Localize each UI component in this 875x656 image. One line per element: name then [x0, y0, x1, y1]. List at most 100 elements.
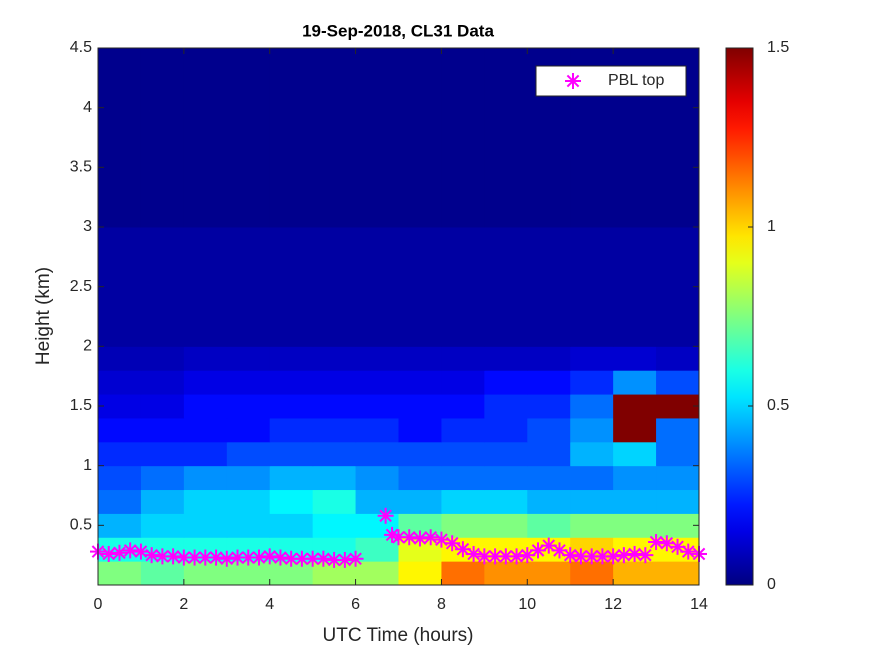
scatter-point: [648, 534, 665, 551]
scatter-point: [637, 547, 654, 564]
heatmap-cell: [98, 561, 142, 585]
scatter-point: [565, 73, 581, 89]
heatmap-cell: [656, 346, 699, 371]
heatmap-cell: [140, 513, 185, 538]
y-tick-label: 0.5: [70, 517, 92, 534]
heatmap-cell: [312, 513, 357, 538]
heatmap-cell: [269, 227, 314, 347]
heatmap-cell: [613, 370, 657, 395]
heatmap-cell: [484, 513, 528, 538]
scatter-point: [562, 547, 579, 564]
axes: 0 2 4 6 8 10 12 14 0.5 1 1.5 2 2.5 3 3.5 4 4.5 0 0.5 1 1.5 PB…: [70, 39, 790, 613]
heatmap-cell: [484, 417, 528, 443]
colorbar-tick-label: 0: [767, 576, 776, 593]
heatmap-cell: [183, 513, 228, 538]
scatter-point: [218, 550, 235, 567]
heatmap-cell: [441, 227, 485, 347]
y-tick-label: 3.5: [70, 159, 92, 176]
heatmap-cell: [226, 417, 271, 443]
heatmap-cell: [269, 561, 314, 585]
scatter-point: [154, 548, 171, 565]
heatmap-cell: [570, 370, 614, 395]
heatmap-cell: [570, 417, 614, 443]
scatter-point: [111, 544, 128, 561]
heatmap-cell: [398, 48, 442, 228]
heatmap-cell: [355, 227, 399, 347]
heatmap-cell: [398, 561, 442, 585]
scatter-point: [261, 548, 278, 565]
heatmap-cell: [355, 489, 399, 514]
x-tick-label: 6: [351, 596, 360, 613]
heatmap-cell: [656, 441, 699, 467]
heatmap-cell: [398, 394, 442, 419]
heatmap-cell: [355, 465, 399, 491]
heatmap-cell: [226, 489, 271, 514]
scatter-point: [208, 549, 225, 566]
x-tick-label: 4: [265, 596, 274, 613]
colorbar-tick-label: 1.5: [767, 39, 789, 56]
y-tick-label: 4: [83, 99, 92, 116]
heatmap-cell: [527, 489, 571, 514]
scatter-point: [143, 547, 160, 564]
heatmap-cell: [140, 394, 185, 419]
colorbar-tick-label: 1: [767, 218, 776, 235]
heatmap-cell: [269, 48, 314, 228]
heatmap-cell: [527, 346, 571, 371]
heatmap-cell: [570, 227, 614, 347]
scatter-point: [100, 545, 117, 562]
heatmap-cell: [312, 48, 357, 228]
heatmap-cell: [312, 346, 357, 371]
heatmap: [98, 48, 699, 585]
heatmap-cell: [613, 513, 657, 538]
heatmap-cell: [527, 441, 571, 467]
legend: PBL top: [535, 65, 687, 97]
heatmap-cell: [656, 513, 699, 538]
heatmap-cell: [269, 489, 314, 514]
scatter-point: [658, 535, 675, 552]
heatmap-cell: [484, 441, 528, 467]
y-tick-label: 2: [83, 338, 92, 355]
heatmap-cell: [527, 465, 571, 491]
heatmap-cell: [613, 441, 657, 467]
y-tick-label: 3: [83, 218, 92, 235]
heatmap-cell: [312, 441, 357, 467]
y-tick-label: 4.5: [70, 39, 92, 56]
scatter-point: [377, 507, 394, 524]
heatmap-cell: [656, 370, 699, 395]
heatmap-cell: [613, 465, 657, 491]
heatmap-cell: [613, 417, 657, 443]
heatmap-cell: [570, 394, 614, 419]
heatmap-cell: [441, 513, 485, 538]
heatmap-cell: [527, 227, 571, 347]
heatmap-cell: [613, 489, 657, 514]
heatmap-cell: [613, 346, 657, 371]
heatmap-cell: [484, 465, 528, 491]
x-tick-label: 8: [437, 596, 446, 613]
heatmap-cell: [226, 48, 271, 228]
scatter-point: [347, 550, 364, 567]
heatmap-cell: [226, 465, 271, 491]
heatmap-cell: [355, 394, 399, 419]
heatmap-cell: [140, 489, 185, 514]
heatmap-cell: [140, 346, 185, 371]
heatmap-cell: [98, 394, 142, 419]
heatmap-cell: [183, 417, 228, 443]
heatmap-cell: [312, 227, 357, 347]
heatmap-cell: [183, 441, 228, 467]
heatmap-cell: [312, 417, 357, 443]
heatmap-cell: [484, 394, 528, 419]
heatmap-cell: [183, 561, 228, 585]
heatmap-cell: [570, 561, 614, 585]
heatmap-cell: [140, 417, 185, 443]
heatmap-cell: [656, 465, 699, 491]
heatmap-cell: [226, 441, 271, 467]
heatmap-cell: [312, 489, 357, 514]
heatmap-cell: [441, 394, 485, 419]
scatter-point: [122, 542, 139, 559]
heatmap-cell: [355, 370, 399, 395]
heatmap-cell: [527, 394, 571, 419]
heatmap-cell: [656, 489, 699, 514]
heatmap-cell: [269, 370, 314, 395]
x-tick-label: 0: [94, 596, 103, 613]
scatter-point: [336, 551, 353, 568]
